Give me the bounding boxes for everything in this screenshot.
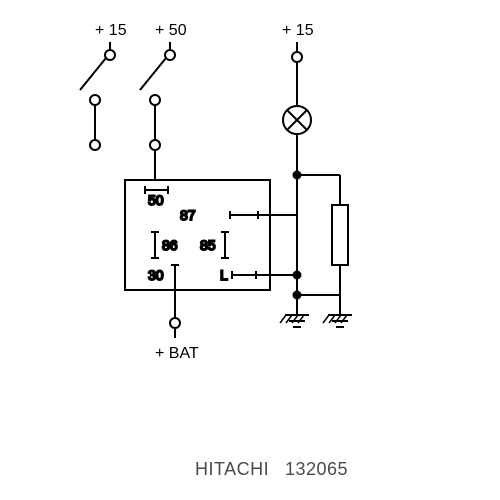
relay: 50 87 86 85 30 L bbox=[125, 180, 301, 290]
footer-part: 132065 bbox=[285, 459, 348, 479]
resistor bbox=[297, 175, 348, 295]
bat-branch bbox=[170, 290, 180, 338]
circuit-diagram: + 15 + 50 + 15 bbox=[0, 0, 500, 500]
switch-1 bbox=[80, 42, 115, 150]
ground-2 bbox=[323, 295, 352, 327]
label-plus15-right: + 15 bbox=[282, 22, 314, 39]
label-pin50: 50 bbox=[148, 192, 164, 208]
footer-brand: HITACHI bbox=[195, 459, 269, 479]
label-pin30: 30 bbox=[148, 267, 164, 283]
ground-1 bbox=[280, 292, 309, 328]
label-bat: + BAT bbox=[155, 345, 199, 362]
label-pin85: 85 bbox=[200, 237, 216, 253]
label-plus15-left: + 15 bbox=[95, 22, 127, 39]
label-pin86: 86 bbox=[162, 237, 178, 253]
label-pin87: 87 bbox=[180, 207, 196, 223]
label-plus50: + 50 bbox=[155, 22, 187, 39]
switch-2 bbox=[140, 42, 175, 190]
lamp-branch bbox=[270, 42, 340, 295]
label-pinL: L bbox=[220, 267, 228, 283]
